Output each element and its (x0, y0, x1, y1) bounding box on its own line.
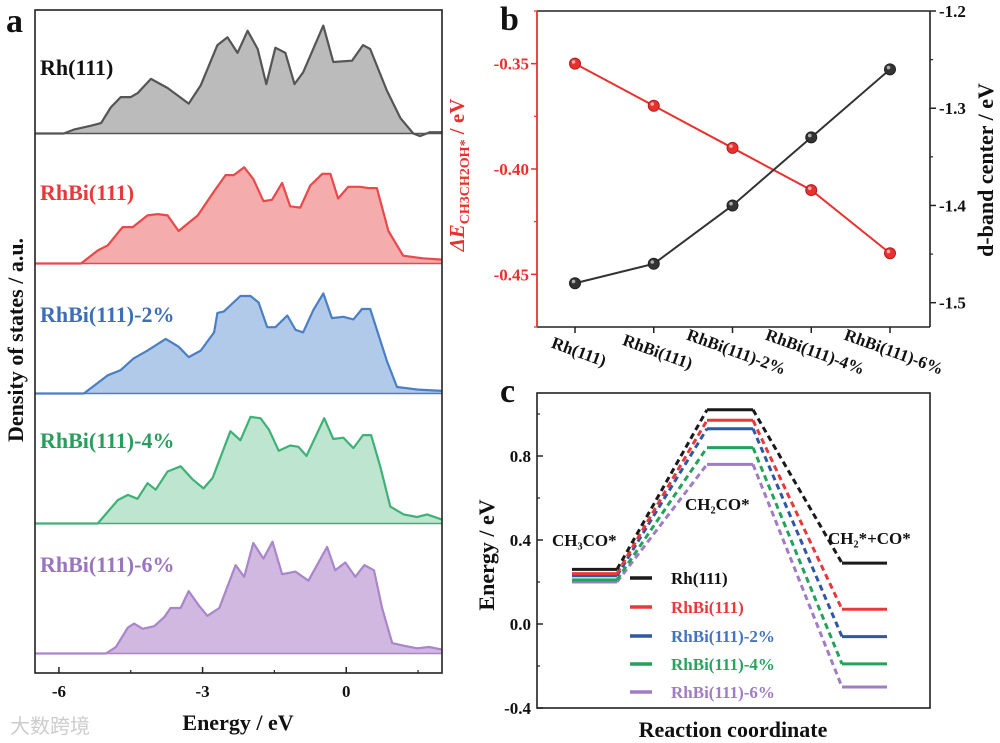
left-y-tick-label: -0.40 (494, 160, 529, 179)
x-tick-label: 0 (342, 682, 351, 701)
data-point (647, 257, 660, 270)
transition-dashed-line-1 (751, 419, 844, 610)
y-axis-label: Density of states / a.u. (3, 238, 28, 442)
data-point (805, 184, 818, 197)
transition-dashed-line-0 (615, 409, 709, 571)
dos-curve-2 (35, 292, 443, 395)
left-y-axis-label: ΔECH3CH2OH* / eV (445, 99, 473, 253)
legend-label: Rh(111) (671, 569, 728, 588)
data-point-highlight (729, 144, 733, 148)
transition-dashed-line-3 (615, 446, 709, 581)
data-point (726, 199, 739, 212)
y-tick-label: 0.0 (510, 615, 531, 634)
dos-series-label: RhBi(111)-6% (40, 552, 174, 577)
right-y-tick-label: -1.4 (939, 196, 966, 215)
y-tick-label: -0.4 (504, 699, 531, 718)
dos-curve-3 (35, 415, 443, 525)
panel-label-c: c (500, 373, 515, 410)
legend-label: RhBi(111)-6% (671, 683, 775, 702)
state-label: CH₂CO* (685, 495, 750, 514)
y-tick-label: 0.4 (510, 531, 532, 550)
panel-a-frame (34, 9, 443, 674)
panel-label-a: a (6, 3, 23, 40)
watermark: 大数跨境 (10, 714, 90, 738)
data-point-highlight (729, 201, 733, 206)
dos-area-3 (35, 416, 442, 524)
transition-dashed-line-2 (751, 428, 844, 638)
data-point-highlight (571, 60, 576, 64)
left-y-axis-subscript: CH3CH2OH* (458, 139, 473, 224)
dos-series-label: RhBi(111)-4% (40, 428, 174, 453)
dos-curve-4 (35, 540, 443, 655)
dos-series-label: Rh(111) (40, 55, 113, 80)
dos-series-label: RhBi(111)-2% (40, 302, 174, 327)
data-point-highlight (650, 102, 655, 106)
y-tick-label: 0.8 (510, 447, 531, 466)
legend-label: RhBi(111)-4% (671, 655, 775, 674)
transition-dashed-line-4 (615, 463, 709, 583)
transition-dashed-line-2 (615, 427, 709, 577)
x-category-label: RhBi(111) (620, 330, 695, 373)
state-label: CH₂*+CO* (828, 529, 911, 548)
data-point-highlight (650, 260, 655, 264)
data-point-highlight (807, 186, 812, 191)
data-point (569, 277, 581, 290)
panel-c-energy-profile: 0.8 0.4 0.0 -0.4 CH₃CO* CH₂CO* CH₂*+CO* Rh(111)… (474, 392, 931, 742)
series-line-0 (574, 62, 891, 255)
dos-area-2 (35, 293, 442, 394)
data-point (805, 131, 818, 144)
right-y-tick-label: -1.5 (939, 294, 966, 313)
legend-label: RhBi(111) (671, 598, 744, 617)
panel-c-frame (536, 392, 931, 709)
dos-area-0 (35, 25, 442, 137)
left-y-tick-label: -0.35 (494, 55, 529, 74)
left-y-tick-label: -0.45 (494, 265, 529, 284)
data-point (884, 63, 896, 76)
transition-dashed-line-4 (751, 463, 844, 688)
data-point (884, 247, 896, 260)
dos-curve-1 (35, 166, 443, 265)
y-axis-label: Energy / eV (474, 499, 499, 610)
data-point-highlight (571, 279, 576, 284)
data-point-highlight (886, 249, 891, 254)
panel-a-dos: Rh(111) RhBi(111) RhBi(111)-2% RhBi(111)-4%… (3, 9, 443, 735)
panel-b-dband: -0.35 -0.40 -0.45 -1.2 -1.3 -1.4 -1.5 Rh(111) Rh… (445, 2, 998, 379)
series-line-1 (574, 68, 891, 285)
x-axis-label: Reaction coordinate (639, 717, 828, 742)
x-axis-label: Energy / eV (182, 710, 293, 735)
dos-curve-0 (35, 24, 442, 138)
right-y-axis-label: d-band center / eV (973, 83, 998, 257)
left-y-axis-symbol: ΔE (445, 224, 469, 252)
panel-label-b: b (500, 1, 519, 38)
data-point (647, 99, 660, 112)
left-y-axis-unit: / eV (445, 99, 469, 140)
data-point (726, 141, 739, 154)
x-tick-label: -6 (52, 682, 66, 701)
data-point (569, 57, 581, 70)
data-point-highlight (807, 133, 812, 138)
legend-label: RhBi(111)-2% (671, 627, 775, 646)
dos-area-1 (35, 167, 442, 264)
right-y-tick-label: -1.2 (939, 2, 966, 21)
data-point-highlight (886, 65, 891, 70)
x-tick-label: -3 (196, 682, 210, 701)
state-label: CH₃CO* (552, 531, 617, 550)
dos-series-label: RhBi(111) (40, 180, 134, 205)
x-category-label: Rh(111) (549, 333, 609, 370)
right-y-tick-label: -1.3 (939, 99, 966, 118)
transition-dashed-line-3 (751, 447, 844, 665)
